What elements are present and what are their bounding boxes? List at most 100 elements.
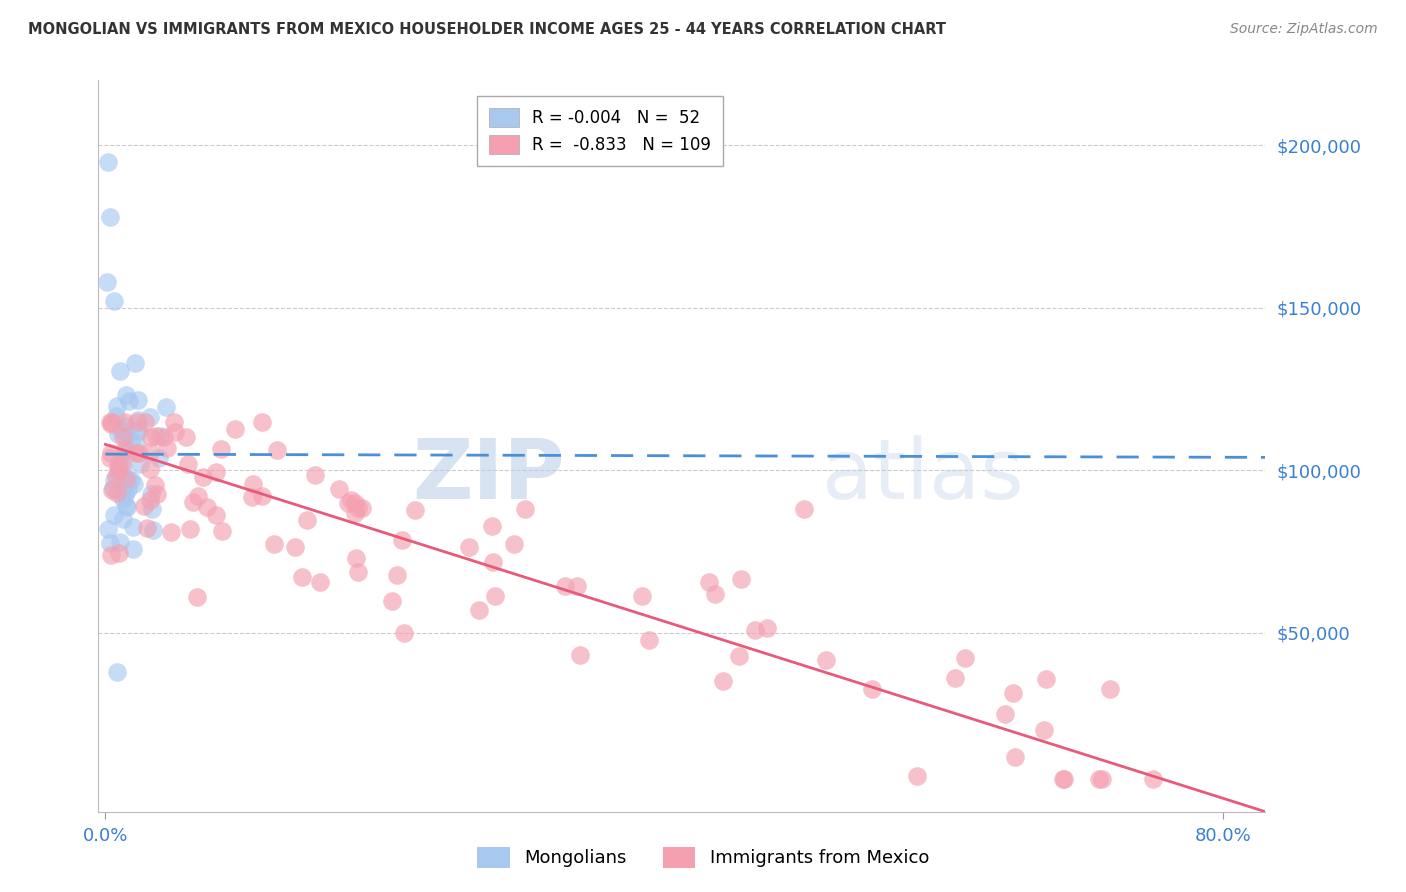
Point (163, 425, 186, 439)
Point (98, 210, 121, 224)
Point (114, 442, 136, 456)
Point (195, 500, 218, 514)
Point (242, 491, 264, 505)
Point (143, 477, 166, 491)
Point (1142, 772, 1164, 787)
Point (744, 623, 766, 637)
Point (815, 652, 838, 666)
Point (187, 489, 209, 503)
Point (149, 429, 172, 443)
Point (304, 468, 326, 483)
Point (146, 487, 169, 501)
Point (105, 400, 128, 414)
Point (163, 415, 186, 429)
Point (394, 626, 416, 640)
Point (1099, 681, 1122, 696)
Text: atlas: atlas (823, 434, 1024, 516)
Point (404, 503, 426, 517)
Point (110, 423, 132, 437)
Point (1052, 772, 1074, 787)
Point (565, 579, 588, 593)
Point (141, 501, 163, 516)
Point (117, 500, 139, 514)
Point (727, 649, 749, 664)
Point (139, 461, 162, 475)
Point (117, 472, 139, 486)
Point (114, 418, 136, 433)
Point (97, 154, 120, 169)
Point (112, 430, 135, 444)
Point (125, 446, 148, 460)
Point (128, 457, 150, 471)
Point (108, 534, 131, 549)
Point (139, 487, 162, 501)
Point (554, 579, 576, 593)
Point (703, 587, 725, 601)
Point (98, 450, 121, 465)
Point (107, 465, 129, 479)
Point (638, 632, 661, 647)
Point (103, 294, 125, 309)
Point (181, 494, 204, 508)
Point (943, 671, 966, 685)
Point (132, 499, 155, 513)
Point (96, 275, 118, 289)
Point (295, 513, 318, 527)
Point (352, 501, 374, 516)
Text: MONGOLIAN VS IMMIGRANTS FROM MEXICO HOUSEHOLDER INCOME AGES 25 - 44 YEARS CORREL: MONGOLIAN VS IMMIGRANTS FROM MEXICO HOUS… (28, 22, 946, 37)
Point (381, 594, 404, 608)
Point (98, 415, 121, 429)
Point (134, 415, 156, 429)
Point (111, 460, 134, 475)
Point (1004, 750, 1026, 764)
Point (205, 508, 228, 523)
Point (346, 501, 368, 516)
Point (127, 392, 149, 407)
Point (103, 508, 125, 522)
Point (569, 648, 592, 662)
Point (120, 434, 142, 448)
Point (122, 542, 145, 557)
Point (142, 523, 165, 537)
Point (127, 423, 149, 437)
Point (98, 536, 121, 550)
Point (139, 493, 162, 508)
Point (994, 706, 1017, 721)
Point (114, 487, 136, 501)
Point (127, 413, 149, 427)
Point (177, 457, 200, 471)
Text: ZIP: ZIP (413, 434, 565, 516)
Point (115, 388, 138, 402)
Point (328, 482, 350, 496)
Point (110, 456, 132, 470)
Point (205, 465, 228, 479)
Point (291, 570, 314, 584)
Point (347, 565, 370, 579)
Point (148, 450, 170, 465)
Point (97, 522, 120, 536)
Point (105, 409, 128, 423)
Point (111, 512, 134, 526)
Point (114, 472, 136, 486)
Point (100, 548, 122, 562)
Point (1002, 686, 1025, 700)
Point (115, 442, 138, 457)
Point (105, 665, 128, 679)
Point (503, 537, 526, 551)
Point (484, 589, 506, 603)
Point (186, 590, 208, 604)
Point (340, 493, 363, 508)
Point (730, 572, 752, 586)
Point (905, 769, 928, 783)
Point (343, 496, 366, 510)
Point (179, 522, 201, 536)
Point (101, 483, 124, 498)
Point (136, 521, 159, 535)
Point (756, 621, 779, 635)
Point (125, 437, 148, 451)
Point (1088, 772, 1111, 787)
Point (385, 568, 408, 582)
Point (860, 681, 883, 696)
Point (122, 477, 145, 491)
Point (114, 429, 136, 443)
